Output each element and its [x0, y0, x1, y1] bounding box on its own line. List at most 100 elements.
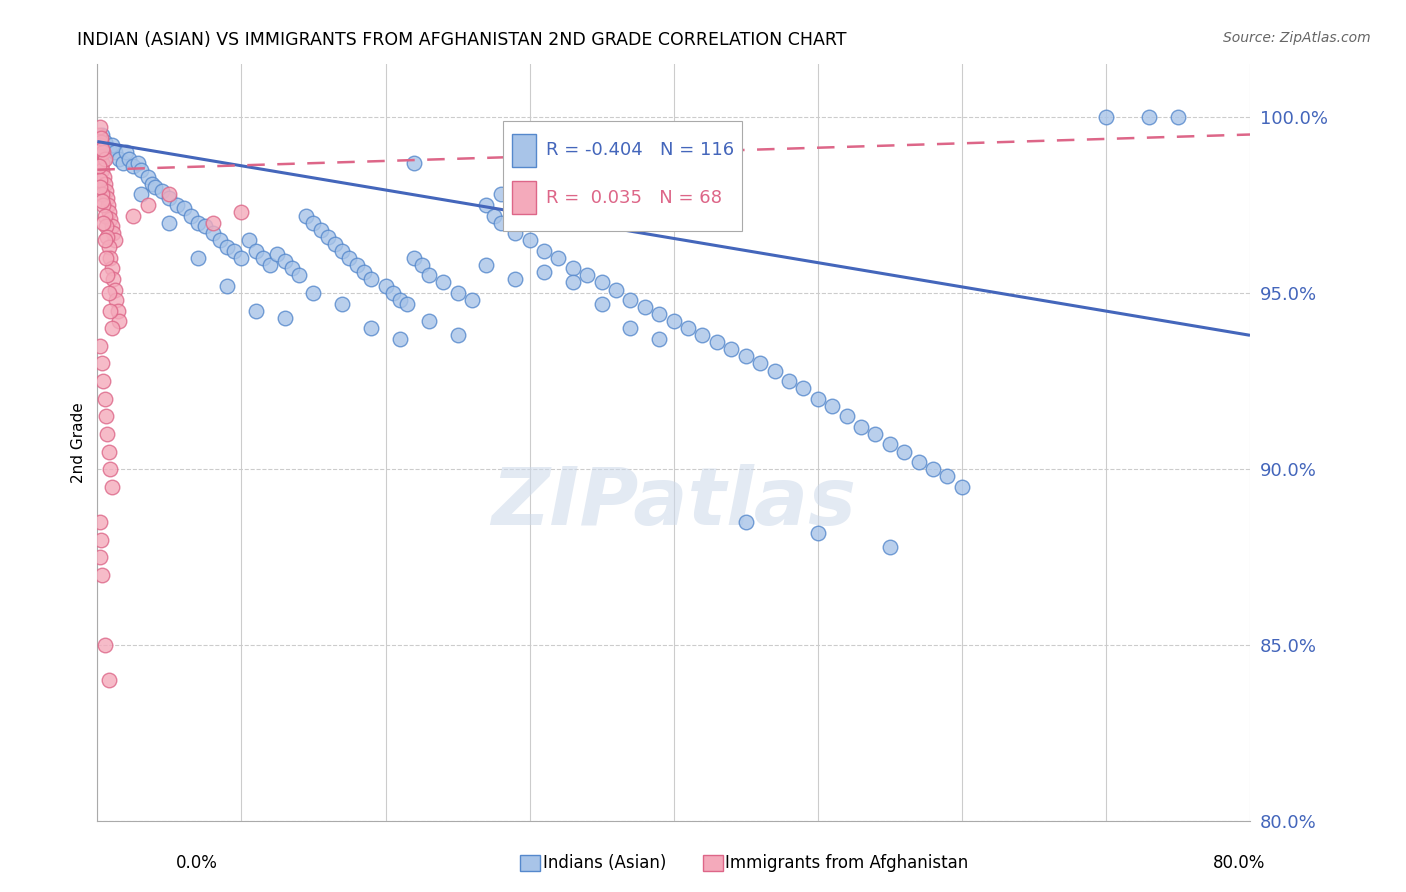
Point [96, 268, 118, 283]
Point [316, 229, 339, 244]
Point [166, 198, 188, 212]
Point [97, 198, 120, 212]
Point [792, 381, 814, 395]
Point [619, 321, 641, 335]
Point [778, 374, 800, 388]
Point [89, 173, 111, 187]
Text: 0.0%: 0.0% [176, 855, 218, 872]
Point [849, 420, 872, 434]
Point [936, 469, 959, 483]
Point [231, 205, 253, 219]
Point [309, 222, 332, 236]
Point [238, 233, 260, 247]
Point [273, 310, 295, 325]
Point [100, 261, 122, 276]
Point [734, 350, 756, 364]
Point [90, 135, 112, 149]
Point [91, 142, 114, 156]
Point [90, 128, 112, 142]
Point [115, 145, 138, 160]
Point [87, 159, 110, 173]
Point [91, 198, 114, 212]
Point [187, 216, 209, 230]
Point [807, 392, 830, 406]
Point [93, 169, 115, 184]
Point [94, 219, 117, 233]
Point [94, 177, 117, 191]
Point [91, 162, 114, 177]
Point [396, 296, 419, 310]
Point [1095, 110, 1118, 124]
Point [676, 321, 699, 335]
Point [489, 216, 512, 230]
Point [446, 286, 468, 301]
Point [374, 279, 396, 293]
Point [519, 233, 541, 247]
Point [533, 265, 555, 279]
Point [893, 444, 915, 458]
Point [950, 480, 973, 494]
Point [97, 444, 120, 458]
Point [93, 233, 115, 247]
Point [835, 409, 858, 424]
Point [208, 233, 231, 247]
Point [503, 272, 526, 286]
Point [150, 184, 173, 198]
Point [107, 303, 129, 318]
Point [489, 187, 512, 202]
Point [104, 145, 127, 160]
Point [907, 455, 929, 469]
Point [104, 283, 127, 297]
Point [90, 187, 112, 202]
Point [157, 187, 180, 202]
Point [96, 191, 118, 205]
Point [339, 251, 361, 265]
Text: Immigrants from Afghanistan: Immigrants from Afghanistan [725, 855, 969, 872]
Point [100, 321, 122, 335]
Point [122, 159, 145, 173]
Point [90, 567, 112, 582]
Text: R =  0.035   N = 68: R = 0.035 N = 68 [546, 189, 721, 207]
Point [136, 169, 159, 184]
Point [381, 286, 404, 301]
Point [605, 283, 627, 297]
Point [94, 148, 117, 162]
Point [879, 437, 901, 451]
Point [122, 209, 145, 223]
Point [98, 303, 121, 318]
Point [112, 155, 135, 169]
Point [94, 409, 117, 424]
Point [93, 152, 115, 166]
Point [330, 296, 353, 310]
Point [446, 328, 468, 343]
Point [93, 392, 115, 406]
Point [96, 229, 118, 244]
Text: ZIPatlas: ZIPatlas [491, 465, 856, 542]
Point [90, 356, 112, 370]
Point [94, 184, 117, 198]
Point [93, 638, 115, 652]
Point [288, 268, 311, 283]
Point [105, 293, 128, 307]
Point [89, 550, 111, 565]
Point [96, 426, 118, 441]
Point [865, 426, 887, 441]
Point [252, 251, 274, 265]
Point [97, 205, 120, 219]
Point [576, 268, 599, 283]
Text: R = -0.404   N = 116: R = -0.404 N = 116 [546, 142, 734, 160]
Point [129, 162, 152, 177]
Point [100, 138, 122, 153]
Point [91, 145, 114, 160]
Point [353, 265, 375, 279]
Point [245, 244, 267, 258]
Point [91, 374, 114, 388]
Point [634, 300, 657, 314]
Point [692, 328, 714, 343]
Point [821, 399, 844, 413]
Point [194, 219, 217, 233]
Point [879, 540, 901, 554]
Point [89, 339, 111, 353]
Point [157, 191, 180, 205]
Point [533, 244, 555, 258]
